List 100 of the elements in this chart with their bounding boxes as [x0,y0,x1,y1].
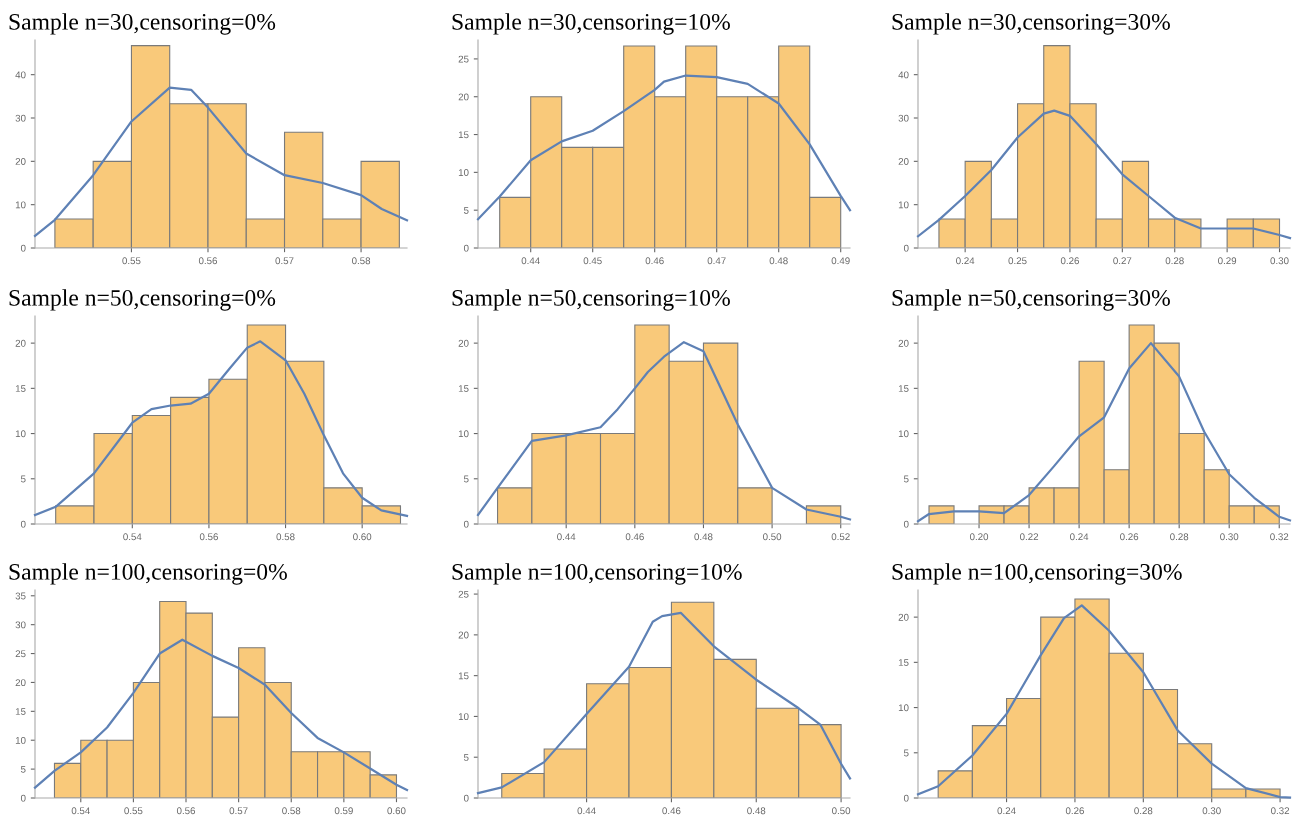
x-tick-label: 0.48 [694,533,713,541]
x-tick-label: 0.28 [1170,533,1189,541]
y-tick-label: 0 [463,520,469,528]
y-tick-label: 20 [15,679,26,687]
line-series [33,340,409,517]
x-tick-label: 0.28 [1134,807,1153,815]
x-tick-label: 0.28 [1165,257,1184,265]
x-tick-label: 0.44 [521,257,540,265]
x-tick-label: 0.56 [199,533,218,541]
chart-title: Sample n=100,censoring=0% [9,563,287,585]
x-tick-label: 0.46 [645,257,664,265]
x-tick-label: 0.27 [1113,257,1132,265]
x-tick-label: 0.32 [1270,533,1289,541]
y-tick-label: 0 [903,794,909,802]
y-tick-label: 10 [15,201,26,209]
x-tick-label: 0.59 [334,807,353,815]
x-tick-label: 0.22 [1019,533,1039,541]
y-tick-label: 10 [898,430,909,438]
x-tick-label: 0.46 [662,807,681,815]
x-tick-label: 0.56 [198,257,218,265]
y-tick-label: 25 [458,590,469,598]
y-tick-label: 15 [15,385,26,392]
y-tick-label: 0 [20,520,26,528]
y-tick-label: 15 [458,131,469,139]
y-tick-label: 15 [898,659,909,666]
x-tick-label: 0.58 [282,807,301,815]
y-tick-label: 30 [898,114,909,122]
y-tick-label: 5 [463,754,469,761]
x-tick-label: 0.30 [1220,533,1239,541]
y-tick-label: 15 [458,672,469,680]
y-tick-label: 20 [458,93,469,101]
chart-title: Sample n=30,censoring=10% [452,13,730,35]
y-tick-label: 10 [458,430,469,438]
x-tick-label: 0.24 [1070,533,1089,541]
y-tick-label: 40 [898,71,909,79]
y-tick-label: 10 [898,704,909,712]
line-series [33,86,409,237]
y-tick-label: 30 [15,621,26,629]
line-series [476,74,852,221]
x-tick-label: 0.44 [577,807,596,815]
x-tick-label: 0.47 [707,257,726,265]
x-tick-label: 0.46 [625,533,644,541]
x-tick-label: 0.54 [71,807,90,815]
x-tick-label: 0.50 [832,807,851,815]
y-tick-label: 5 [463,475,469,483]
x-tick-label: 0.55 [122,257,141,265]
x-tick-label: 0.20 [969,533,989,541]
x-tick-label: 0.26 [1065,807,1084,815]
line-series [476,611,852,795]
x-tick-label: 0.57 [275,257,294,265]
y-tick-label: 15 [458,385,469,392]
y-tick-label: 0 [20,794,26,802]
x-tick-label: 0.49 [831,257,850,265]
line-series [33,638,409,792]
x-tick-label: 0.55 [124,807,143,815]
x-tick-label: 0.60 [387,807,406,815]
y-tick-label: 10 [458,713,469,721]
x-tick-label: 0.50 [763,533,782,541]
y-tick-label: 20 [898,158,909,165]
chart-title: Sample n=30,censoring=0% [9,13,276,35]
y-tick-label: 0 [20,244,26,252]
chart-title: Sample n=100,censoring=30% [892,563,1182,585]
x-tick-label: 0.24 [997,807,1016,815]
y-tick-label: 20 [15,158,26,165]
x-tick-label: 0.48 [769,257,788,265]
x-tick-label: 0.26 [1060,257,1079,265]
y-tick-label: 5 [463,207,469,214]
y-tick-label: 0 [903,244,909,252]
y-tick-label: 10 [15,430,26,438]
x-tick-label: 0.32 [1271,807,1290,815]
y-tick-label: 15 [15,708,26,715]
y-tick-label: 20 [898,613,909,621]
x-tick-label: 0.56 [176,807,196,815]
y-tick-label: 20 [458,631,469,639]
y-tick-label: 0 [463,244,469,252]
y-tick-label: 5 [20,765,26,773]
x-tick-label: 0.58 [276,533,295,541]
line-series [916,109,1292,240]
x-tick-label: 0.48 [747,807,766,815]
y-tick-label: 5 [20,475,26,483]
x-tick-label: 0.52 [831,533,850,541]
y-tick-label: 0 [903,520,909,528]
x-tick-label: 0.30 [1270,257,1289,265]
x-tick-label: 0.26 [1120,533,1139,541]
x-tick-label: 0.45 [583,257,602,265]
line-series [476,341,852,521]
y-tick-label: 25 [458,55,469,63]
y-tick-label: 30 [15,114,26,122]
x-tick-label: 0.24 [956,257,975,265]
y-tick-label: 10 [15,736,26,744]
y-tick-label: 35 [15,592,26,600]
chart-title: Sample n=50,censoring=0% [9,289,276,311]
chart-title: Sample n=100,censoring=10% [452,563,742,585]
x-tick-label: 0.30 [1202,807,1221,815]
y-tick-label: 25 [15,650,26,658]
y-tick-label: 0 [463,794,469,802]
x-tick-label: 0.57 [229,807,248,815]
y-tick-label: 10 [458,169,469,176]
x-tick-label: 0.58 [351,257,371,265]
x-tick-label: 0.44 [557,533,576,541]
